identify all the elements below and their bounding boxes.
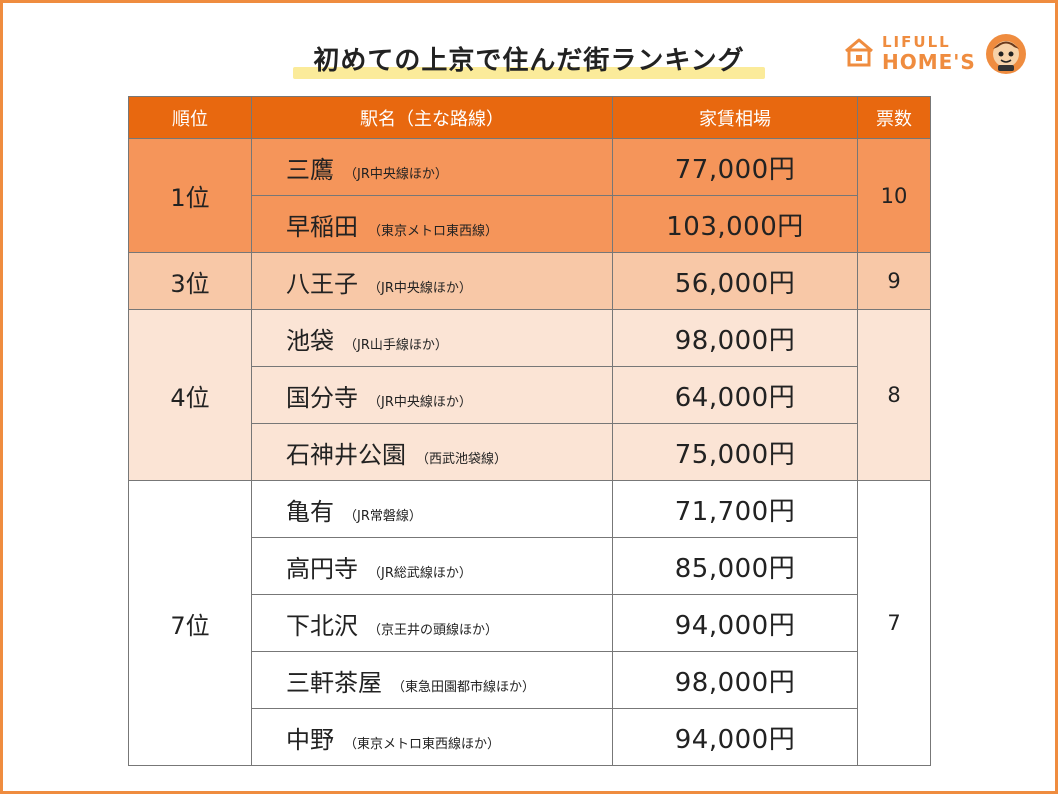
table-row: 早稲田 （東京メトロ東西線） 103,000円 bbox=[129, 195, 931, 253]
rent-cell: 56,000円 bbox=[612, 252, 858, 310]
station-name: 池袋 bbox=[286, 326, 334, 355]
station-line: （東急田園都市線ほか） bbox=[392, 679, 536, 695]
table-row: 国分寺 （JR中央線ほか） 64,000円 bbox=[129, 366, 931, 424]
table-row: 1位 三鷹 （JR中央線ほか） 77,000円 10 bbox=[128, 138, 931, 253]
station-cell: 早稲田 （東京メトロ東西線） bbox=[251, 195, 613, 253]
table-row: 中野 （東京メトロ東西線ほか） 94,000円 bbox=[129, 708, 931, 766]
station-cell: 亀有 （JR常磐線） bbox=[251, 480, 613, 538]
station-line: （JR中央線ほか） bbox=[368, 394, 472, 410]
station-name: 三鷹 bbox=[286, 155, 334, 184]
station-cell: 三軒茶屋 （東急田園都市線ほか） bbox=[251, 651, 613, 709]
station-line: （JR山手線ほか） bbox=[344, 337, 448, 353]
station-cell: 石神井公園 （西武池袋線） bbox=[251, 423, 613, 481]
votes-cell: 10 bbox=[857, 138, 931, 253]
page-title: 初めての上京で住んだ街ランキング bbox=[293, 40, 765, 79]
rent-cell: 103,000円 bbox=[612, 195, 858, 253]
table-row: 高円寺 （JR総武線ほか） 85,000円 bbox=[129, 537, 931, 595]
station-cell: 池袋 （JR山手線ほか） bbox=[251, 309, 613, 367]
page-title-text: 初めての上京で住んだ街ランキング bbox=[313, 46, 745, 76]
station-line: （JR常磐線） bbox=[344, 508, 422, 524]
rank-cell: 4位 bbox=[128, 309, 252, 481]
rank-cell: 1位 bbox=[128, 138, 252, 253]
station-line: （JR中央線ほか） bbox=[368, 280, 472, 296]
rank-cell: 7位 bbox=[128, 480, 252, 766]
station-line: （JR中央線ほか） bbox=[344, 166, 448, 182]
station-cell: 三鷹 （JR中央線ほか） bbox=[251, 138, 613, 196]
logo-text-top: LIFULL bbox=[882, 33, 951, 51]
station-name: 石神井公園 bbox=[286, 440, 406, 469]
rent-cell: 98,000円 bbox=[612, 651, 858, 709]
station-cell: 八王子 （JR中央線ほか） bbox=[251, 252, 613, 310]
station-name: 早稲田 bbox=[286, 212, 358, 241]
station-name: 国分寺 bbox=[286, 383, 358, 412]
table-row: 三軒茶屋 （東急田園都市線ほか） 98,000円 bbox=[129, 651, 931, 709]
rank-cell: 3位 bbox=[128, 252, 252, 310]
header-rank: 順位 bbox=[128, 96, 252, 139]
logo-text-bottom: HOME'S bbox=[882, 50, 976, 74]
table-row: 7位 亀有 （JR常磐線） 71,700円 7 bbox=[128, 480, 931, 766]
station-name: 八王子 bbox=[286, 269, 358, 298]
station-line: （西武池袋線） bbox=[416, 451, 508, 467]
table-row: 石神井公園 （西武池袋線） 75,000円 bbox=[129, 423, 931, 481]
votes-cell: 9 bbox=[857, 252, 931, 310]
station-cell: 中野 （東京メトロ東西線ほか） bbox=[251, 708, 613, 766]
ranking-table: 順位 駅名（主な路線） 家賃相場 票数 1位 三鷹 （JR中央線ほか） 77,00… bbox=[128, 96, 931, 766]
station-cell: 高円寺 （JR総武線ほか） bbox=[251, 537, 613, 595]
lifull-homes-logo: LIFULL HOME'S bbox=[842, 30, 1032, 78]
station-line: （京王井の頭線ほか） bbox=[368, 622, 499, 638]
mascot-icon bbox=[986, 34, 1026, 74]
house-icon bbox=[845, 38, 873, 67]
votes-cell: 8 bbox=[857, 309, 931, 481]
station-name: 亀有 bbox=[286, 497, 334, 526]
station-line: （JR総武線ほか） bbox=[368, 565, 472, 581]
station-line: （東京メトロ東西線ほか） bbox=[344, 736, 501, 752]
table-row: 3位 八王子 （JR中央線ほか） 56,000円 9 bbox=[128, 252, 931, 310]
table-row: 下北沢 （京王井の頭線ほか） 94,000円 bbox=[129, 594, 931, 652]
station-name: 高円寺 bbox=[286, 554, 358, 583]
station-name: 下北沢 bbox=[286, 611, 358, 640]
rent-cell: 98,000円 bbox=[612, 309, 858, 367]
header-rent: 家賃相場 bbox=[612, 96, 858, 139]
rent-cell: 77,000円 bbox=[612, 138, 858, 196]
header-station: 駅名（主な路線） bbox=[251, 96, 613, 139]
rent-cell: 85,000円 bbox=[612, 537, 858, 595]
votes-cell: 7 bbox=[857, 480, 931, 766]
station-cell: 国分寺 （JR中央線ほか） bbox=[251, 366, 613, 424]
station-name: 三軒茶屋 bbox=[286, 668, 382, 697]
table-header-row: 順位 駅名（主な路線） 家賃相場 票数 bbox=[128, 96, 931, 139]
station-cell: 下北沢 （京王井の頭線ほか） bbox=[251, 594, 613, 652]
rent-cell: 71,700円 bbox=[612, 480, 858, 538]
station-line: （東京メトロ東西線） bbox=[368, 223, 499, 239]
station-name: 中野 bbox=[286, 725, 334, 754]
rent-cell: 75,000円 bbox=[612, 423, 858, 481]
title-area: 初めての上京で住んだ街ランキング bbox=[0, 40, 1058, 79]
rent-cell: 94,000円 bbox=[612, 708, 858, 766]
rent-cell: 94,000円 bbox=[612, 594, 858, 652]
rent-cell: 64,000円 bbox=[612, 366, 858, 424]
table-row: 4位 池袋 （JR山手線ほか） 98,000円 8 bbox=[128, 309, 931, 481]
header-votes: 票数 bbox=[857, 96, 931, 139]
